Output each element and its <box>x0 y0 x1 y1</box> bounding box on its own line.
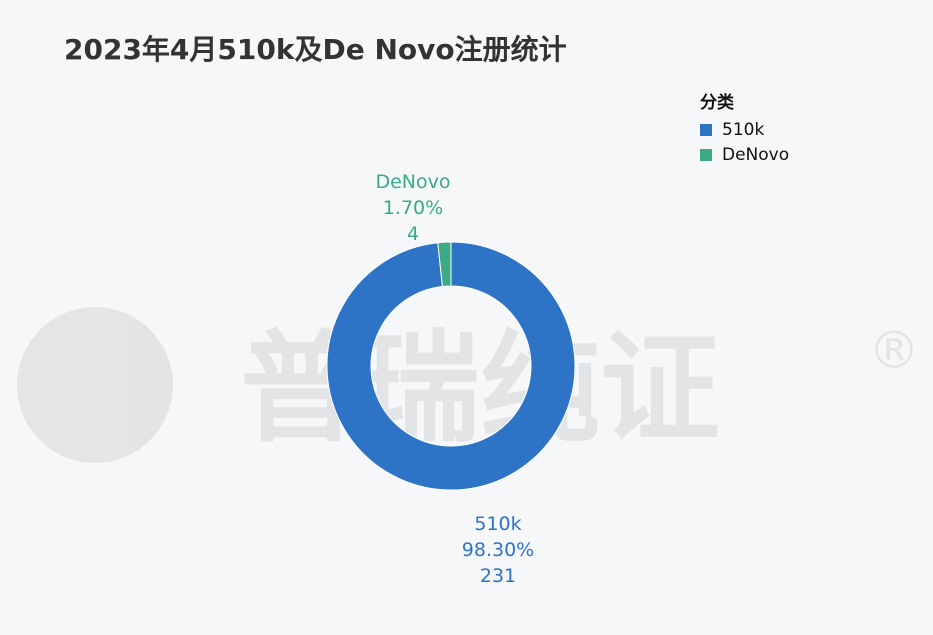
slice-label-denovo-name: DeNovo <box>375 171 450 193</box>
donut-slices <box>326 241 576 491</box>
slice-label-510k-name: 510k <box>474 513 521 535</box>
chart-title: 2023年4月510k及De Novo注册统计 <box>64 33 567 66</box>
watermark: 普瑞纯证 ® <box>17 307 920 463</box>
legend-label-510k: 510k <box>722 119 765 140</box>
legend-item-denovo[interactable]: DeNovo <box>700 142 789 167</box>
legend-swatch-denovo <box>700 148 712 161</box>
slice-label-denovo-value: 4 <box>407 223 419 245</box>
slice-denovo[interactable] <box>437 241 452 288</box>
slice-labels: 510k 98.30% 231 DeNovo 1.70% 4 <box>375 171 534 587</box>
watermark-text: 普瑞纯证 <box>240 320 720 459</box>
slice-label-denovo-percent: 1.70% <box>383 197 443 219</box>
watermark-logo-icon <box>17 307 173 463</box>
slice-label-510k-percent: 98.30% <box>462 539 534 561</box>
legend-title: 分类 <box>700 93 734 113</box>
legend-item-510k[interactable]: 510k <box>700 117 789 142</box>
slice-510k[interactable] <box>326 241 576 491</box>
legend: 分类 510k DeNovo <box>700 88 789 167</box>
legend-label-denovo: DeNovo <box>722 144 790 165</box>
slice-label-510k-value: 231 <box>480 565 516 587</box>
watermark-registered-mark: ® <box>868 321 920 381</box>
legend-swatch-510k <box>700 123 712 136</box>
